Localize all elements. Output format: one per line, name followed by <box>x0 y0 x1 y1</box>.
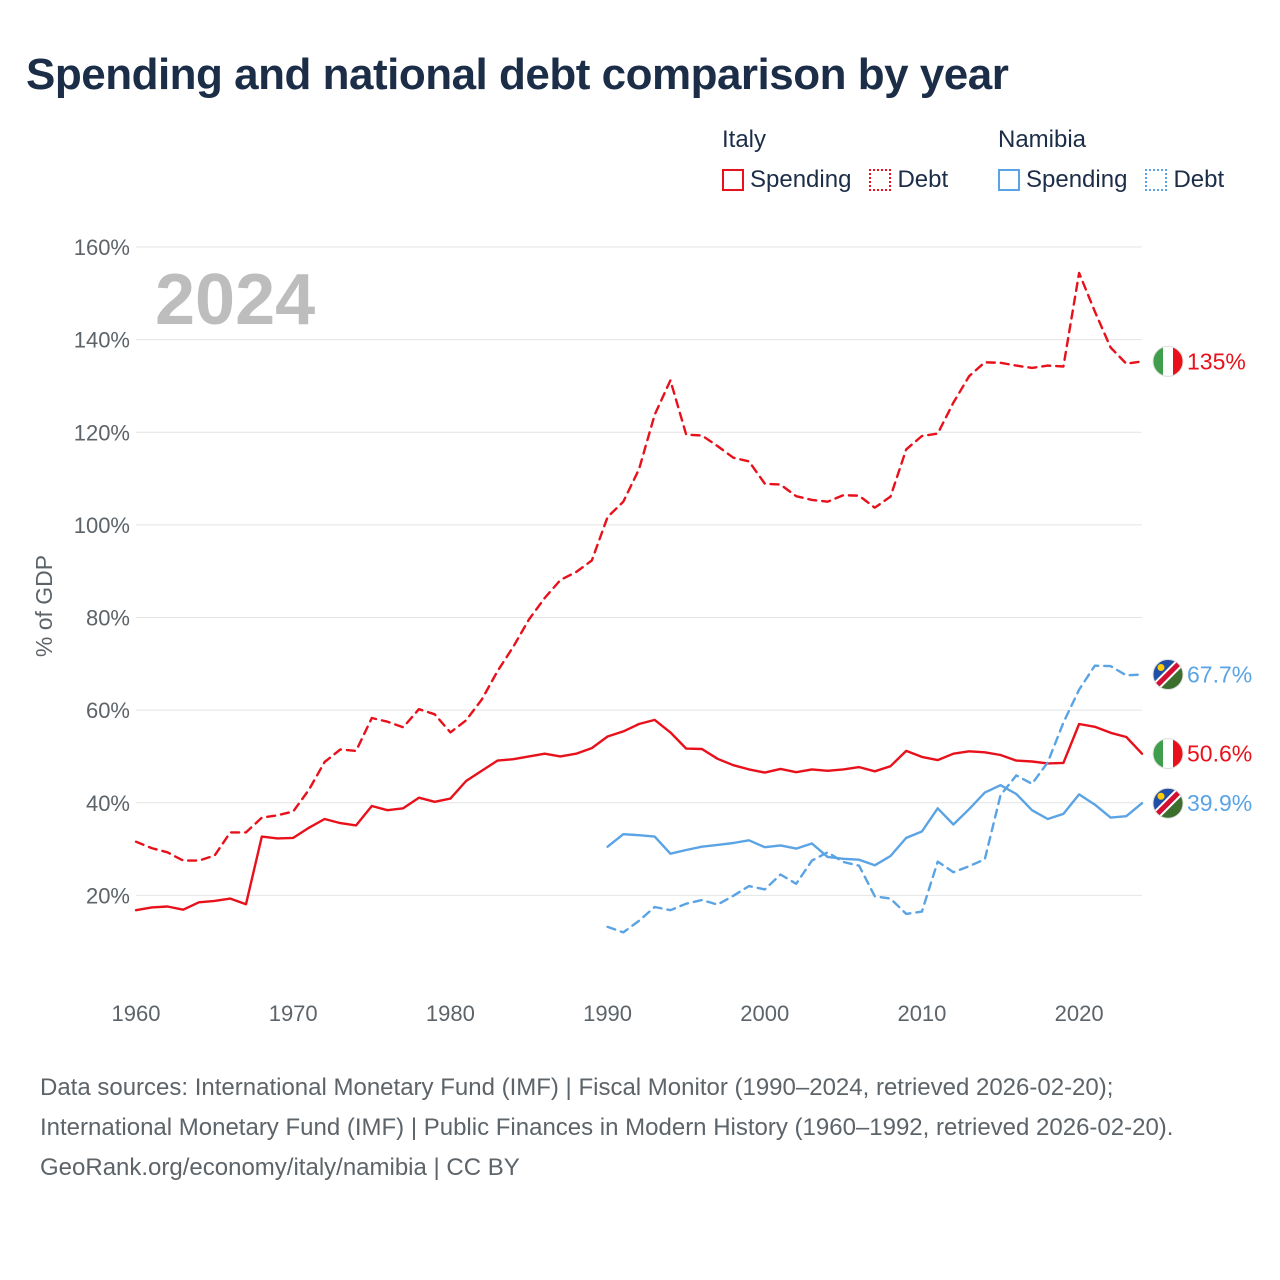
year-watermark: 2024 <box>155 260 315 340</box>
axes: 20% 40% 60% 80% 100% 120% 140% 160% 1960 1970 1980… <box>74 235 1104 1026</box>
end-label: 67.7% <box>1187 661 1252 687</box>
x-tick-label: 2020 <box>1055 1001 1104 1026</box>
legend-item-namibia-debt[interactable]: Debt <box>1145 166 1224 194</box>
end-label: 39.9% <box>1187 790 1252 816</box>
legend-group-italy: Italy Spending Debt <box>722 126 948 194</box>
y-axis-label: % of GDP <box>31 555 57 657</box>
x-tick-label: 2000 <box>740 1001 789 1026</box>
namibia-flag-icon <box>1152 658 1184 690</box>
legend-label: Debt <box>897 166 949 193</box>
grid <box>136 246 1142 896</box>
legend-group-name: Italy <box>722 126 767 153</box>
x-tick-label: 1970 <box>269 1001 318 1026</box>
legend-item-namibia-spending[interactable]: Spending <box>998 166 1127 194</box>
y-tick-label: 20% <box>86 883 130 908</box>
line-chart: 2024 % of GDP 20% 40% 60% 80% 100% 120% 140% 16… <box>31 235 1252 1026</box>
data-sources: Data sources: International Monetary Fun… <box>40 1074 1174 1141</box>
namibia-flag-icon <box>1152 787 1184 819</box>
x-tick-label: 1990 <box>583 1001 632 1026</box>
legend-group-name: Namibia <box>998 126 1087 153</box>
series-line-italy-spending <box>134 718 1144 912</box>
x-tick-label: 1960 <box>112 1001 161 1026</box>
dotted-line-swatch-icon <box>869 169 892 191</box>
end-labels: 135% 50.6% 67.7% 39.9% <box>1152 345 1252 819</box>
legend-item-italy-spending[interactable]: Spending <box>722 166 851 194</box>
credit-link[interactable]: GeoRank.org/economy/italy/namibia | CC B… <box>40 1154 520 1181</box>
x-tick-label: 1980 <box>426 1001 475 1026</box>
end-label: 50.6% <box>1187 741 1252 767</box>
end-label: 135% <box>1187 348 1246 374</box>
y-tick-label: 100% <box>74 513 130 538</box>
italy-flag-icon <box>1152 738 1184 770</box>
legend-item-italy-debt[interactable]: Debt <box>869 166 948 194</box>
series <box>134 271 1144 934</box>
solid-line-swatch-icon <box>722 169 744 191</box>
legend-label: Debt <box>1173 166 1225 193</box>
legend-group-namibia: Namibia Spending Debt <box>998 126 1224 194</box>
series-line-namibia-spending <box>606 784 1144 867</box>
italy-flag-icon <box>1152 345 1184 377</box>
footer: Data sources: International Monetary Fun… <box>40 1068 1240 1188</box>
y-tick-label: 160% <box>74 235 130 260</box>
y-tick-label: 60% <box>86 698 130 723</box>
y-tick-label: 80% <box>86 606 130 631</box>
legend-label: Spending <box>1026 166 1128 193</box>
series-line-italy-debt <box>134 271 1144 862</box>
x-tick-label: 2010 <box>897 1001 946 1026</box>
y-tick-label: 140% <box>74 328 130 353</box>
chart-title: Spending and national debt comparison by… <box>26 50 1009 99</box>
y-tick-label: 40% <box>86 791 130 816</box>
series-line-namibia-debt <box>606 664 1144 934</box>
y-tick-label: 120% <box>74 420 130 445</box>
solid-line-swatch-icon <box>998 169 1020 191</box>
dotted-line-swatch-icon <box>1145 169 1168 191</box>
legend-label: Spending <box>750 166 852 193</box>
